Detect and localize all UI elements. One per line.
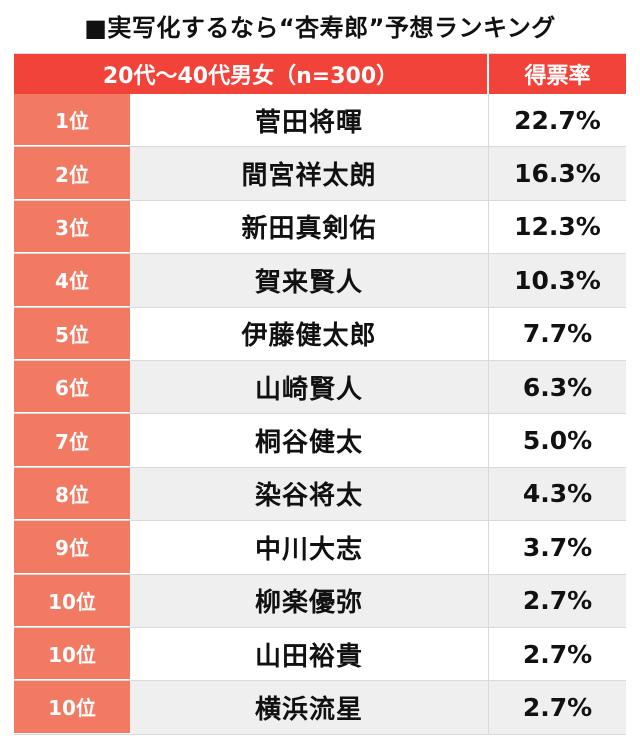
table-row: 10位 柳楽優弥 2.7%: [14, 574, 626, 628]
rate-cell: 12.3%: [489, 200, 626, 254]
chart-title: ■実写化するなら“杏寿郎”予想ランキング: [84, 13, 556, 42]
rank-cell: 1位: [14, 94, 130, 147]
rate-cell: 2.7%: [489, 574, 626, 627]
rate-cell: 7.7%: [489, 307, 626, 360]
table-row: 2位 間宮祥太朗 16.3%: [14, 147, 626, 201]
rank-cell: 3位: [14, 200, 130, 254]
header-rate-label: 得票率: [489, 54, 626, 94]
rate-cell: 2.7%: [489, 681, 626, 734]
name-cell: 間宮祥太朗: [130, 147, 489, 200]
rank-cell: 10位: [14, 627, 130, 681]
name-cell: 中川大志: [130, 521, 489, 574]
rate-cell: 6.3%: [489, 360, 626, 414]
ranking-table: 20代〜40代男女（n=300） 得票率 1位 菅田将暉 22.7% 2位 間宮祥太朗 1…: [14, 53, 626, 735]
rank-cell: 9位: [14, 521, 130, 574]
table-row: 4位 賀来賢人 10.3%: [14, 254, 626, 308]
table-row: 7位 桐谷健太 5.0%: [14, 414, 626, 468]
header-group-label: 20代〜40代男女（n=300）: [14, 54, 489, 94]
table-row: 10位 横浜流星 2.7%: [14, 681, 626, 735]
rank-cell: 5位: [14, 307, 130, 360]
name-cell: 染谷将太: [130, 467, 489, 521]
table-row: 8位 染谷将太 4.3%: [14, 467, 626, 522]
name-cell: 山田裕貴: [130, 627, 489, 681]
table-row: 10位 山田裕貴 2.7%: [14, 627, 626, 682]
rate-cell: 5.0%: [489, 414, 626, 467]
rank-cell: 7位: [14, 414, 130, 467]
table-row: 1位 菅田将暉 22.7%: [14, 94, 626, 148]
name-cell: 菅田将暉: [130, 94, 489, 147]
name-cell: 新田真剣佑: [130, 200, 489, 254]
table-header: 20代〜40代男女（n=300） 得票率: [14, 54, 626, 94]
rate-cell: 4.3%: [489, 467, 626, 521]
rank-cell: 10位: [14, 681, 130, 734]
name-cell: 桐谷健太: [130, 414, 489, 467]
rank-cell: 4位: [14, 254, 130, 307]
rank-cell: 2位: [14, 147, 130, 200]
name-cell: 山崎賢人: [130, 360, 489, 414]
name-cell: 横浜流星: [130, 681, 489, 734]
table-row: 5位 伊藤健太郎 7.7%: [14, 307, 626, 361]
rank-cell: 8位: [14, 467, 130, 521]
table-row: 3位 新田真剣佑 12.3%: [14, 200, 626, 255]
table-row: 6位 山崎賢人 6.3%: [14, 360, 626, 415]
rate-cell: 2.7%: [489, 627, 626, 681]
name-cell: 伊藤健太郎: [130, 307, 489, 360]
rate-cell: 3.7%: [489, 521, 626, 574]
rate-cell: 10.3%: [489, 254, 626, 307]
rank-cell: 6位: [14, 360, 130, 414]
rate-cell: 16.3%: [489, 147, 626, 200]
rate-cell: 22.7%: [489, 94, 626, 147]
name-cell: 柳楽優弥: [130, 574, 489, 627]
table-body: 1位 菅田将暉 22.7% 2位 間宮祥太朗 16.3% 3位 新田真剣佑 12.3% 4位 賀来賢…: [14, 94, 626, 735]
name-cell: 賀来賢人: [130, 254, 489, 307]
table-row: 9位 中川大志 3.7%: [14, 521, 626, 575]
rank-cell: 10位: [14, 574, 130, 627]
